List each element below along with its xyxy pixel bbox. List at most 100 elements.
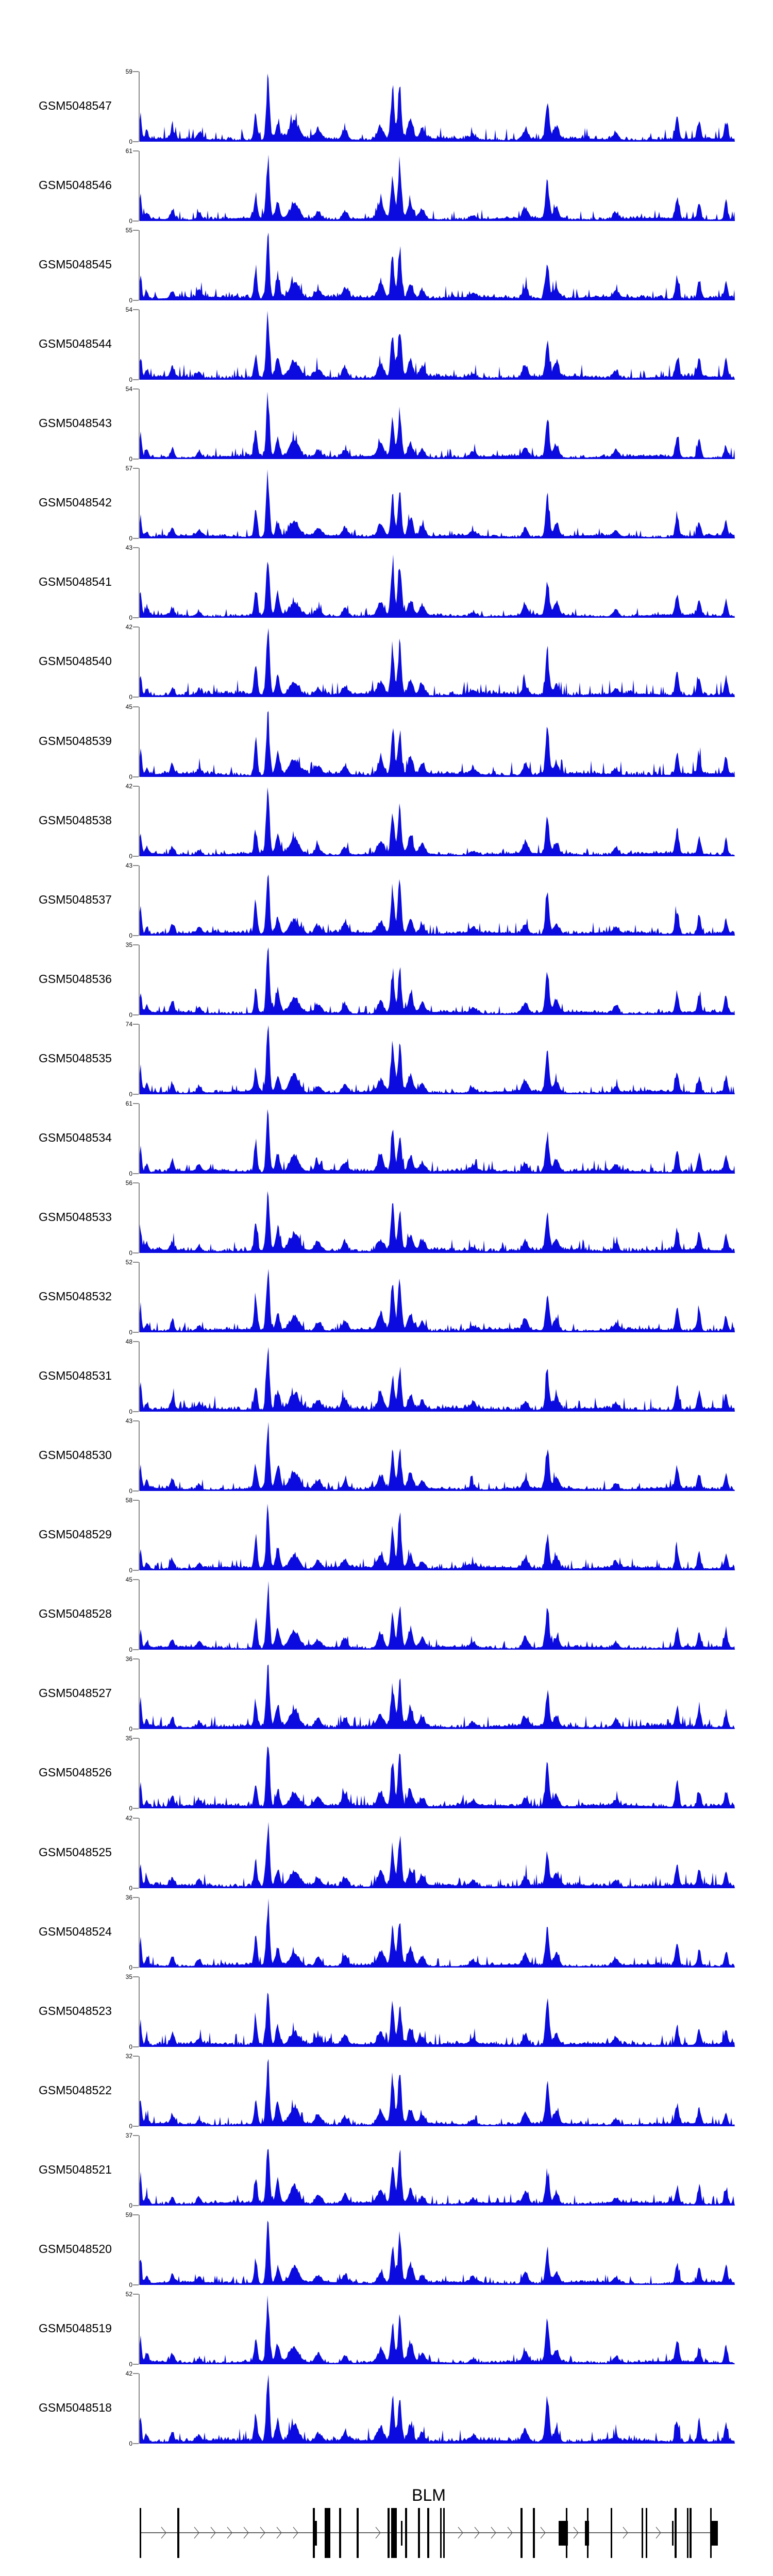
gene-exon (443, 2508, 445, 2558)
track-yaxis-tick (133, 1738, 139, 1739)
track-sample-label: GSM5048535 (39, 1051, 112, 1065)
gene-exon (559, 2521, 568, 2546)
track-sample-label: GSM5048520 (39, 2242, 112, 2256)
gene-exon (427, 2508, 429, 2558)
track-ymax-label: 55 (125, 227, 132, 234)
track-yaxis-line (139, 1262, 140, 1333)
gene-exon (675, 2508, 677, 2558)
strand-arrow-icon (276, 2527, 282, 2539)
track-yaxis-line (139, 230, 140, 301)
track-yaxis-line (139, 1500, 140, 1571)
track-yaxis-tick (133, 1023, 139, 1025)
coverage-signal-area (140, 1821, 735, 1888)
track-ymax-label: 43 (125, 861, 132, 869)
track-yaxis-tick (133, 300, 139, 301)
gene-exon (339, 2508, 341, 2558)
track-yaxis-tick (133, 1500, 139, 1501)
track-yaxis-line (139, 1182, 140, 1253)
track-ymax-label: 42 (125, 2370, 132, 2378)
track-ymax-label: 52 (125, 2290, 132, 2298)
coverage-signal-area (140, 232, 735, 301)
track-yzero-label: 0 (129, 1725, 132, 1733)
track-ymax-label: 54 (125, 306, 132, 314)
track-yaxis-line (139, 944, 140, 1015)
track-sample-label: GSM5048519 (39, 2321, 112, 2335)
track-yaxis-tick (133, 1976, 139, 1977)
track-sample-label: GSM5048545 (39, 258, 112, 272)
strand-arrow-icon (210, 2527, 216, 2539)
track-sample-label: GSM5048546 (39, 178, 112, 192)
track-yaxis-tick (133, 2125, 139, 2127)
track-yzero-label: 0 (129, 1408, 132, 1416)
track-sample-label: GSM5048542 (39, 496, 112, 510)
track-yaxis-tick (133, 71, 139, 72)
gene-exon (687, 2508, 688, 2558)
track-ymax-label: 48 (125, 1338, 132, 1346)
track-yaxis-tick (133, 547, 139, 549)
track-ymax-label: 74 (125, 1020, 132, 1028)
track-ymax-label: 61 (125, 147, 132, 155)
track-yzero-label: 0 (129, 535, 132, 543)
track-yaxis-tick (133, 1728, 139, 1730)
track-sample-label: GSM5048541 (39, 575, 112, 589)
coverage-signal-area (140, 1503, 735, 1571)
track-yaxis-line (139, 1580, 140, 1650)
coverage-signal-area (140, 787, 735, 856)
track-sample-label: GSM5048533 (39, 1210, 112, 1224)
track-yzero-label: 0 (129, 1170, 132, 1177)
gene-exon (313, 2521, 317, 2546)
track-ymax-label: 43 (125, 1417, 132, 1425)
track-sample-label: GSM5048547 (39, 99, 112, 112)
track-yaxis-tick (133, 1262, 139, 1263)
track-yzero-label: 0 (129, 2360, 132, 2368)
track-ymax-label: 35 (125, 1735, 132, 1742)
track-yzero-label: 0 (129, 2122, 132, 2130)
track-yaxis-tick (133, 1411, 139, 1413)
track-yzero-label: 0 (129, 1884, 132, 1892)
coverage-signal-area (140, 1191, 735, 1253)
gene-exon (388, 2508, 390, 2558)
track-yaxis-line (139, 2135, 140, 2206)
track-ymax-label: 59 (125, 68, 132, 75)
track-yaxis-tick (133, 1649, 139, 1651)
track-yaxis-line (139, 1738, 140, 1809)
track-sample-label: GSM5048527 (39, 1686, 112, 1700)
track-sample-label: GSM5048522 (39, 2083, 112, 2097)
track-yaxis-tick (133, 1093, 139, 1095)
track-yzero-label: 0 (129, 138, 132, 145)
track-yaxis-line (139, 1342, 140, 1412)
track-sample-label: GSM5048521 (39, 2162, 112, 2176)
track-ymax-label: 61 (125, 1099, 132, 1107)
track-ymax-label: 36 (125, 1655, 132, 1663)
gene-name-label: BLM (412, 2486, 446, 2504)
coverage-signal-area (140, 1992, 735, 2047)
strand-arrow-icon (293, 2527, 298, 2539)
track-yaxis-tick (133, 2055, 139, 2057)
gene-exon (177, 2508, 179, 2558)
coverage-signal-area (140, 1422, 735, 1492)
track-yzero-label: 0 (129, 1567, 132, 1574)
track-yaxis-tick (133, 935, 139, 936)
gene-exon (646, 2508, 647, 2558)
track-yaxis-line (139, 1976, 140, 2047)
track-yaxis-line (139, 1659, 140, 1730)
track-yaxis-tick (133, 617, 139, 619)
track-yzero-label: 0 (129, 1090, 132, 1098)
track-yzero-label: 0 (129, 455, 132, 463)
track-ymax-label: 42 (125, 782, 132, 790)
track-ymax-label: 45 (125, 1576, 132, 1584)
track-yaxis-tick (133, 1332, 139, 1333)
track-yzero-label: 0 (129, 773, 132, 781)
track-yaxis-line (139, 1024, 140, 1094)
gene-exon (440, 2508, 442, 2558)
track-ymax-label: 37 (125, 2131, 132, 2139)
coverage-signal-area (140, 1268, 735, 1333)
track-sample-label: GSM5048532 (39, 1290, 112, 1303)
track-yaxis-tick (133, 785, 139, 787)
track-ymax-label: 57 (125, 465, 132, 472)
coverage-signal-area (140, 469, 735, 539)
track-yaxis-line (139, 1897, 140, 1968)
gene-exon (325, 2508, 330, 2558)
gene-exon (357, 2508, 359, 2558)
gene-exon (642, 2508, 643, 2558)
